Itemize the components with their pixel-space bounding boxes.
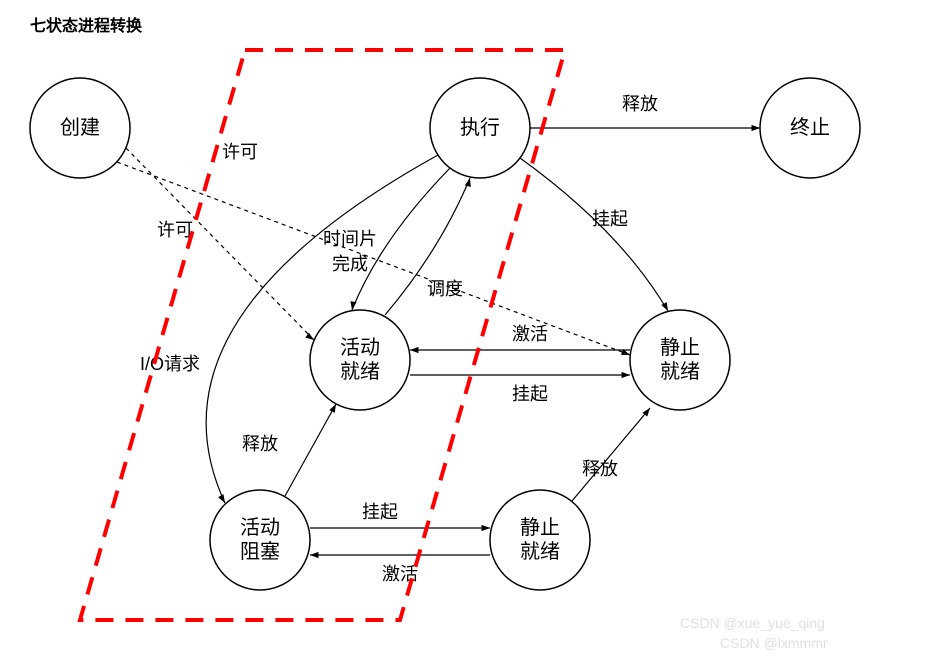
- edge-label: I/O请求: [140, 354, 200, 374]
- edge-label: 释放: [622, 94, 658, 114]
- node-label: 活动: [240, 516, 280, 539]
- arrowhead: [350, 301, 356, 310]
- arrowhead: [622, 372, 630, 378]
- node-label: 就绪: [660, 360, 700, 383]
- node-execute: 执行: [430, 78, 530, 178]
- edge-label: 释放: [242, 434, 278, 454]
- arrowhead: [752, 125, 760, 131]
- node-label: 执行: [460, 116, 500, 139]
- edge-label: 释放: [582, 459, 618, 479]
- watermark-1: CSDN @xue_yue_qing: [680, 615, 825, 631]
- edge-label: 调度: [427, 279, 463, 299]
- edge-create-a_ready: [126, 148, 314, 340]
- arrowhead: [465, 178, 471, 187]
- node-a_ready: 活动就绪: [310, 310, 410, 410]
- arrowhead: [310, 552, 318, 558]
- node-s_block: 静止就绪: [490, 490, 590, 590]
- node-s_ready: 静止就绪: [630, 310, 730, 410]
- arrowhead: [218, 494, 225, 503]
- node-a_block: 活动阻塞: [210, 490, 310, 590]
- edge-label: 许可: [222, 142, 258, 162]
- edge-label: 时间片: [323, 229, 377, 249]
- edge-label: 挂起: [362, 502, 398, 522]
- node-label: 静止: [660, 336, 700, 359]
- node-create: 创建: [30, 78, 130, 178]
- node-label: 就绪: [340, 360, 380, 383]
- node-label: 就绪: [520, 540, 560, 563]
- node-label: 阻塞: [240, 540, 280, 563]
- node-terminate: 终止: [760, 78, 860, 178]
- node-label: 活动: [340, 336, 380, 359]
- edge-a_block-a_ready: [285, 404, 336, 496]
- state-diagram: 许可许可释放时间片完成调度挂起激活挂起I/O请求释放挂起激活释放 创建执行终止活…: [0, 0, 926, 659]
- node-label: 终止: [790, 116, 830, 139]
- edge-label: 完成: [332, 254, 368, 274]
- edge-s_block-s_ready: [572, 408, 650, 501]
- arrowhead: [410, 347, 418, 353]
- node-label: 静止: [520, 516, 560, 539]
- edge-label: 许可: [157, 220, 193, 240]
- arrowhead: [329, 404, 336, 413]
- edge-execute-s_ready: [520, 158, 668, 311]
- arrowhead: [661, 302, 668, 311]
- edge-label: 激活: [512, 324, 548, 344]
- node-label: 创建: [60, 116, 100, 139]
- watermark-2: CSDN @lxmmmr: [720, 635, 828, 651]
- nodes-layer: 创建执行终止活动就绪静止就绪活动阻塞静止就绪: [30, 78, 860, 590]
- arrowhead: [305, 333, 314, 340]
- arrowhead: [482, 525, 490, 531]
- edge-label: 挂起: [592, 209, 628, 229]
- edge-label: 挂起: [512, 384, 548, 404]
